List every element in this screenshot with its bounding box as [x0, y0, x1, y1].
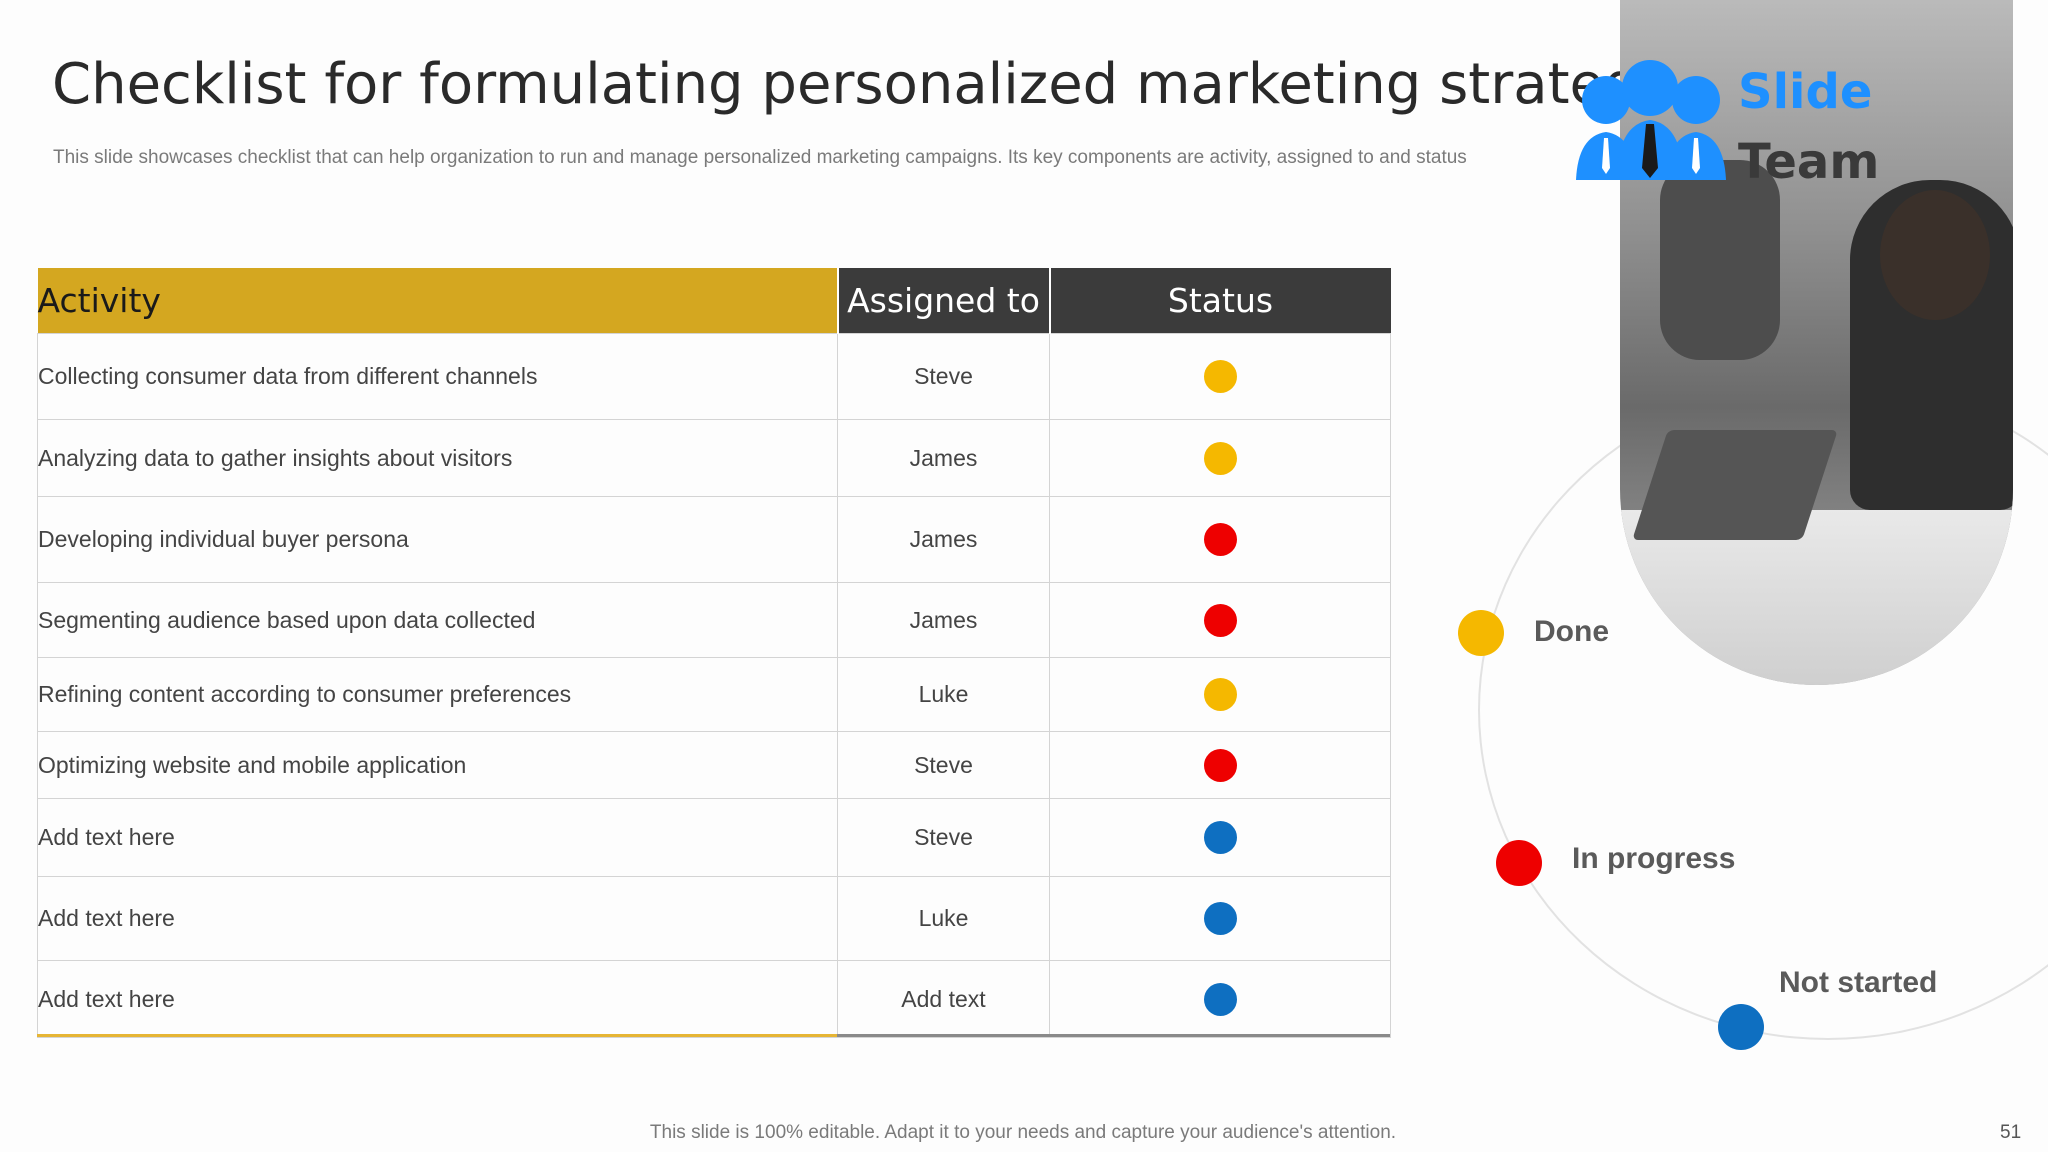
status-cell: [1049, 798, 1391, 877]
status-dot-in-progress: [1203, 523, 1237, 556]
status-cell: [1049, 582, 1391, 658]
assigned-cell: James: [837, 496, 1050, 583]
checklist-table: Activity Assigned to Status Collecting c…: [37, 268, 1391, 1038]
legend-not-started-label: Not started: [1779, 966, 1938, 999]
table-row: Developing individual buyer persona James: [37, 496, 1391, 583]
activity-cell: Refining content according to consumer p…: [37, 657, 838, 732]
photo-woman-head: [1880, 190, 1990, 320]
table-row: Optimizing website and mobile applicatio…: [37, 731, 1391, 799]
slideteam-logo-icon: [1576, 60, 1726, 180]
logo-text-team: Team: [1738, 134, 1880, 190]
activity-cell: Add text here: [37, 960, 838, 1038]
table-row: Refining content according to consumer p…: [37, 657, 1391, 732]
status-cell: [1049, 496, 1391, 583]
logo-text-slide: Slide: [1738, 64, 1873, 120]
assigned-cell: Luke: [837, 657, 1050, 732]
status-dot-done: [1203, 678, 1237, 711]
activity-cell: Developing individual buyer persona: [37, 496, 838, 583]
status-cell: [1049, 876, 1391, 961]
assigned-cell: James: [837, 582, 1050, 658]
activity-cell: Add text here: [37, 876, 838, 961]
status-dot-not-started: [1203, 902, 1237, 935]
table-row: Add text here Steve: [37, 798, 1391, 877]
assigned-cell: Steve: [837, 333, 1050, 420]
assigned-cell: Add text: [837, 960, 1050, 1038]
photo-laptop: [1632, 430, 1838, 540]
status-dot-in-progress: [1203, 603, 1237, 637]
legend-not-started-dot: [1718, 1004, 1764, 1050]
table-row: Collecting consumer data from different …: [37, 333, 1391, 420]
header-status: Status: [1048, 268, 1391, 334]
page-subtitle: This slide showcases checklist that can …: [53, 147, 1467, 168]
assigned-cell: Steve: [837, 731, 1050, 799]
activity-cell: Analyzing data to gather insights about …: [37, 419, 838, 497]
footer-note: This slide is 100% editable. Adapt it to…: [0, 1122, 2048, 1144]
table-row: Segmenting audience based upon data coll…: [37, 582, 1391, 658]
page-title: Checklist for formulating personalized m…: [52, 52, 1673, 117]
photo-background-person: [1660, 160, 1780, 360]
table-row: Add text here Luke: [37, 876, 1391, 961]
header-activity: Activity: [37, 268, 838, 334]
status-cell: [1049, 419, 1391, 497]
activity-cell: Optimizing website and mobile applicatio…: [37, 731, 838, 799]
assigned-cell: James: [837, 419, 1050, 497]
table-header-row: Activity Assigned to Status: [37, 268, 1391, 334]
status-dot-done: [1203, 441, 1237, 475]
table-body: Collecting consumer data from different …: [37, 333, 1391, 1038]
table-row: Analyzing data to gather insights about …: [37, 419, 1391, 497]
assigned-cell: Steve: [837, 798, 1050, 877]
table-bottom-accent-gold: [37, 1034, 837, 1037]
activity-cell: Segmenting audience based upon data coll…: [37, 582, 838, 658]
activity-cell: Add text here: [37, 798, 838, 877]
status-cell: [1049, 960, 1391, 1038]
legend-in-progress-dot: [1496, 840, 1542, 886]
header-assigned-to: Assigned to: [836, 268, 1050, 334]
status-dot-done: [1203, 360, 1237, 393]
footer-text: This slide is 100% editable. Adapt it to…: [649, 1122, 1397, 1143]
status-cell: [1049, 657, 1391, 732]
status-dot-not-started: [1203, 821, 1237, 854]
table-row: Add text here Add text: [37, 960, 1391, 1038]
status-dot-not-started: [1203, 982, 1237, 1016]
assigned-cell: Luke: [837, 876, 1050, 961]
table-bottom-accent-gray: [837, 1034, 1390, 1037]
activity-cell: Collecting consumer data from different …: [37, 333, 838, 420]
legend-done-label: Done: [1534, 615, 1609, 648]
legend-done-dot: [1458, 610, 1504, 656]
page-number: 51: [2000, 1122, 2022, 1143]
status-dot-in-progress: [1203, 748, 1237, 782]
status-cell: [1049, 333, 1391, 420]
status-cell: [1049, 731, 1391, 799]
legend-in-progress-label: In progress: [1572, 842, 1736, 875]
